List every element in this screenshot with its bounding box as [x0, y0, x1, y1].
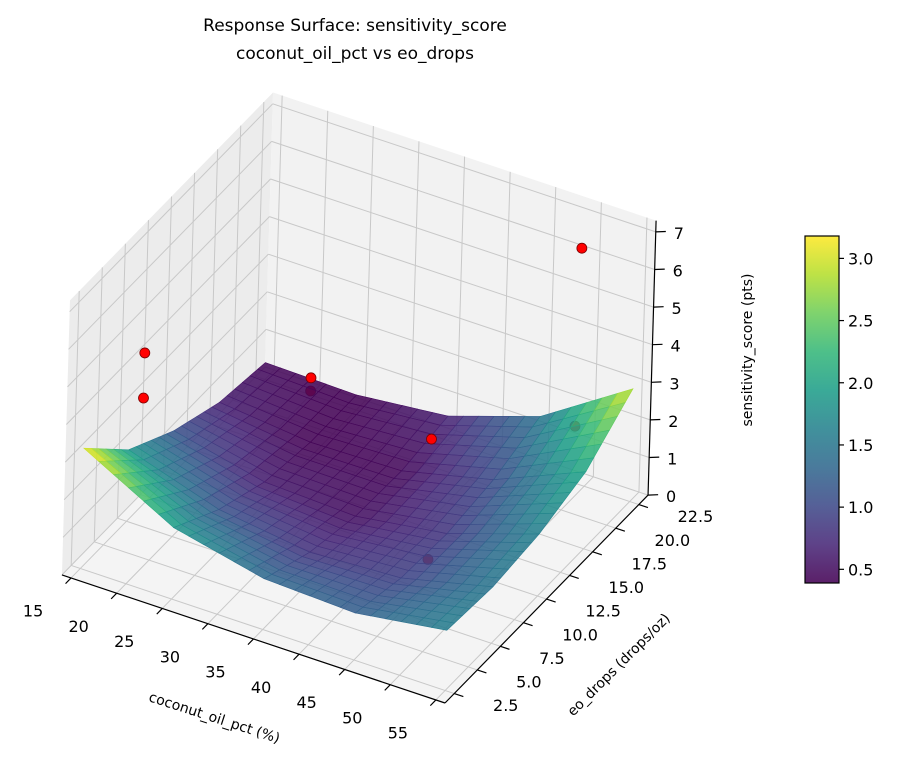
x-tick-label: 35 [205, 663, 225, 682]
x-tick-label: 25 [114, 632, 134, 651]
y-tick-label: 20.0 [655, 531, 691, 550]
z-tick-label: 3 [669, 374, 679, 393]
y-tick [547, 599, 556, 602]
x-tick-label: 45 [297, 693, 317, 712]
x-tick-label: 20 [69, 617, 89, 636]
data-point [577, 243, 587, 253]
x-tick [430, 700, 436, 706]
x-tick [111, 593, 117, 599]
y-tick-label: 22.5 [678, 507, 714, 526]
y-tick-label: 5.0 [516, 673, 541, 692]
y-tick [454, 694, 463, 697]
colorbar-tick-label: 2.0 [848, 374, 873, 393]
z-axis-label: sensitivity_score (pts) [740, 274, 756, 427]
data-point [306, 373, 316, 383]
y-tick [570, 575, 579, 578]
y-tick-label: 12.5 [585, 602, 621, 621]
x-tick [248, 639, 254, 645]
y-tick-label: 7.5 [539, 649, 564, 668]
x-tick-label: 15 [23, 602, 43, 621]
colorbar-tick-label: 3.0 [848, 249, 873, 268]
colorbar-gradient [805, 236, 839, 583]
y-tick [639, 505, 648, 508]
x-tick [339, 669, 345, 675]
z-tick-label: 5 [672, 299, 682, 318]
z-tick-label: 2 [668, 412, 678, 431]
z-tick-label: 0 [666, 487, 676, 506]
x-axis-label: coconut_oil_pct (%) [147, 689, 282, 747]
data-point [140, 348, 150, 358]
y-tick [616, 528, 625, 531]
y-tick-label: 10.0 [562, 625, 598, 644]
z-tick-label: 7 [674, 224, 684, 243]
y-tick [523, 623, 532, 626]
chart-subtitle: coconut_oil_pct vs eo_drops [236, 44, 474, 64]
x-tick-label: 30 [160, 647, 180, 666]
colorbar-tick-label: 2.5 [848, 312, 873, 331]
x-tick [66, 578, 72, 584]
y-tick-label: 15.0 [608, 578, 644, 597]
z-tick-label: 6 [673, 262, 683, 281]
x-tick [294, 654, 300, 660]
data-point [426, 434, 436, 444]
x-tick-label: 55 [388, 724, 408, 743]
x-tick [157, 608, 163, 614]
z-tick-label: 4 [670, 337, 680, 356]
colorbar-tick-label: 0.5 [848, 560, 873, 579]
x-tick-label: 50 [342, 708, 362, 727]
colorbar-tick-label: 1.0 [848, 498, 873, 517]
data-point [138, 393, 148, 403]
colorbar: 0.5 1.0 1.5 2.0 2.5 3.0 [805, 236, 873, 583]
z-tick-label: 1 [667, 450, 677, 469]
y-tick-label: 17.5 [631, 554, 667, 573]
y-tick [477, 670, 486, 673]
chart-title: Response Surface: sensitivity_score [203, 16, 507, 36]
y-tick [500, 646, 509, 649]
colorbar-tick-label: 1.5 [848, 436, 873, 455]
x-tick [385, 685, 391, 691]
y-tick [593, 552, 602, 555]
x-tick-label: 40 [251, 678, 271, 697]
y-tick-label: 2.5 [493, 696, 518, 715]
x-tick [202, 624, 208, 630]
